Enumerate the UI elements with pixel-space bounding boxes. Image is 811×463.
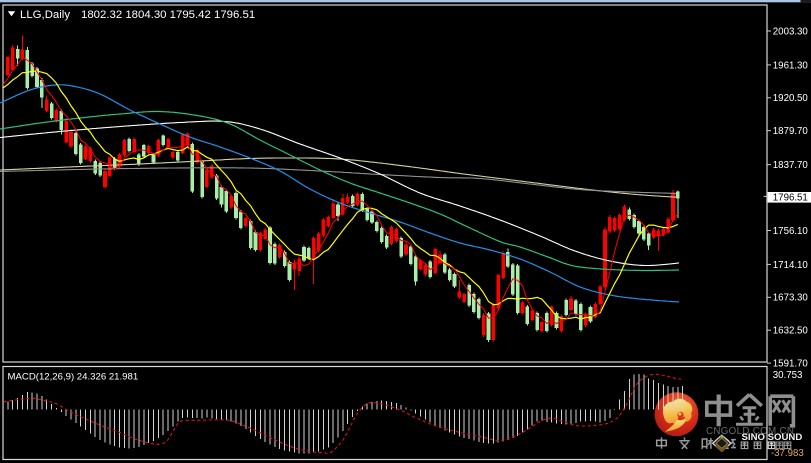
svg-text:MACD(12,26,9) 24.326 21.981: MACD(12,26,9) 24.326 21.981 [8, 372, 139, 383]
svg-text:1714.10: 1714.10 [773, 260, 809, 271]
svg-text:1756.10: 1756.10 [773, 226, 809, 237]
svg-text:1920.50: 1920.50 [773, 93, 809, 104]
svg-text:1673.30: 1673.30 [773, 293, 809, 304]
svg-text:2003.30: 2003.30 [773, 26, 809, 37]
svg-text:1837.70: 1837.70 [773, 160, 809, 171]
svg-text:30.753: 30.753 [773, 370, 803, 381]
svg-text:CNGOLD.COM.CN: CNGOLD.COM.CN [706, 426, 794, 437]
svg-text:1879.70: 1879.70 [773, 126, 809, 137]
svg-text:1632.50: 1632.50 [773, 326, 809, 337]
svg-text:1591.70: 1591.70 [773, 359, 809, 370]
svg-text:1961.30: 1961.30 [773, 60, 809, 71]
svg-text:1802.32 1804.30 1795.42 1796.5: 1802.32 1804.30 1795.42 1796.51 [81, 9, 255, 21]
svg-text:-37.983: -37.983 [771, 448, 804, 459]
svg-text:SINO SOUND: SINO SOUND [742, 432, 803, 443]
svg-text:LLG,Daily: LLG,Daily [20, 9, 70, 21]
svg-text:1796.51: 1796.51 [773, 192, 808, 203]
